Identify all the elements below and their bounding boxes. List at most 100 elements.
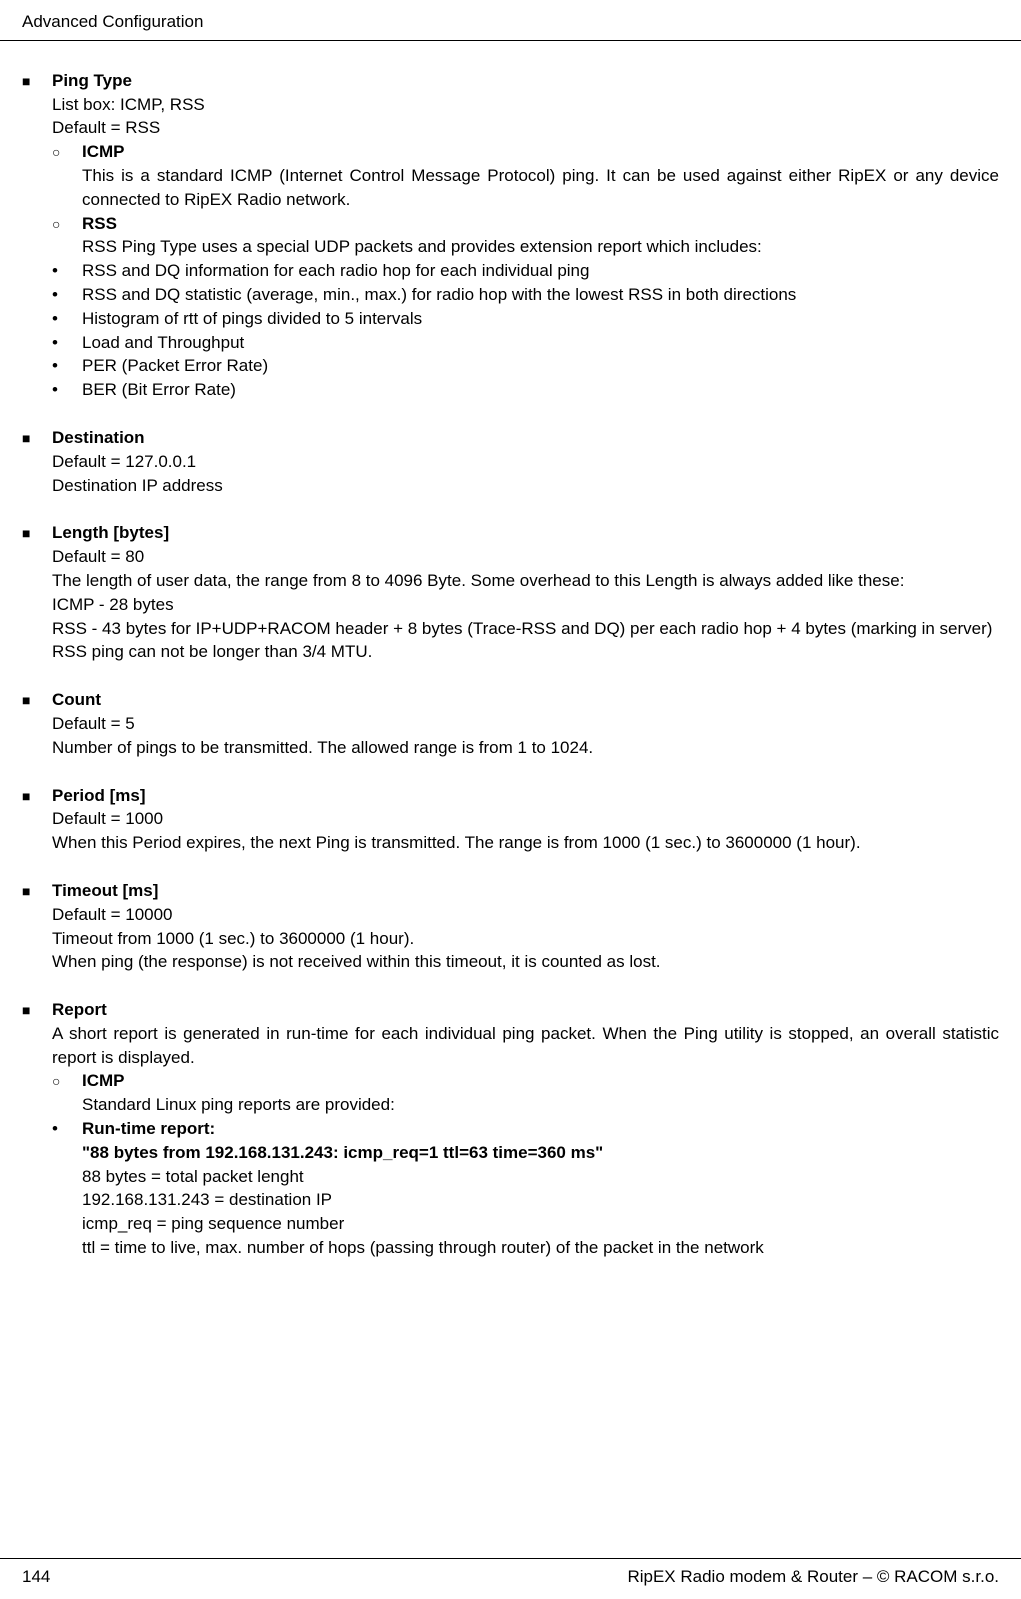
list-item-body: BER (Bit Error Rate) bbox=[82, 378, 999, 402]
section-text: Default = 10000 bbox=[52, 903, 999, 927]
list-item: •BER (Bit Error Rate) bbox=[52, 378, 999, 402]
dot-bullet-icon: • bbox=[52, 259, 82, 283]
section-title: Length [bytes] bbox=[52, 521, 999, 545]
section: ■Timeout [ms]Default = 10000Timeout from… bbox=[22, 879, 999, 974]
dot-bullet-icon: • bbox=[52, 378, 82, 402]
page-content: ■Ping TypeList box: ICMP, RSSDefault = R… bbox=[0, 41, 1021, 1260]
page-header: Advanced Configuration bbox=[0, 0, 1021, 41]
circle-bullet-icon: ○ bbox=[52, 215, 82, 235]
section-body: Timeout [ms]Default = 10000Timeout from … bbox=[52, 879, 999, 974]
section-row: ■Timeout [ms]Default = 10000Timeout from… bbox=[22, 879, 999, 974]
list-item-text: Histogram of rtt of pings divided to 5 i… bbox=[82, 307, 999, 331]
section-body: Period [ms]Default = 1000When this Perio… bbox=[52, 784, 999, 855]
section: ■Period [ms]Default = 1000When this Peri… bbox=[22, 784, 999, 855]
subsection: ○RSSRSS Ping Type uses a special UDP pac… bbox=[52, 212, 999, 260]
square-bullet-icon: ■ bbox=[22, 429, 52, 449]
section-row: ■Length [bytes]Default = 80The length of… bbox=[22, 521, 999, 664]
section-title: Destination bbox=[52, 426, 999, 450]
list-item-body: RSS and DQ statistic (average, min., max… bbox=[82, 283, 999, 307]
dot-bullet-icon: • bbox=[52, 1117, 82, 1141]
list-item-text: icmp_req = ping sequence number bbox=[82, 1212, 999, 1236]
section-body: Ping TypeList box: ICMP, RSSDefault = RS… bbox=[52, 69, 999, 402]
section-body: Length [bytes]Default = 80The length of … bbox=[52, 521, 999, 664]
list-item: •Run-time report:"88 bytes from 192.168.… bbox=[52, 1117, 999, 1260]
dot-bullet-icon: • bbox=[52, 354, 82, 378]
section: ■DestinationDefault = 127.0.0.1Destinati… bbox=[22, 426, 999, 497]
subsection-text: Standard Linux ping reports are provided… bbox=[82, 1093, 999, 1117]
list-item: •RSS and DQ statistic (average, min., ma… bbox=[52, 283, 999, 307]
list-item-text: RSS and DQ information for each radio ho… bbox=[82, 259, 999, 283]
page-footer: 144 RipEX Radio modem & Router – © RACOM… bbox=[0, 1558, 1021, 1589]
list-item-text: BER (Bit Error Rate) bbox=[82, 378, 999, 402]
section-row: ■ReportA short report is generated in ru… bbox=[22, 998, 999, 1260]
subsection-text: RSS Ping Type uses a special UDP packets… bbox=[82, 235, 999, 259]
section-text: ICMP - 28 bytes bbox=[52, 593, 999, 617]
section-row: ■CountDefault = 5Number of pings to be t… bbox=[22, 688, 999, 759]
section-row: ■Period [ms]Default = 1000When this Peri… bbox=[22, 784, 999, 855]
section-text: Default = 5 bbox=[52, 712, 999, 736]
list-item: •RSS and DQ information for each radio h… bbox=[52, 259, 999, 283]
list-item: •Histogram of rtt of pings divided to 5 … bbox=[52, 307, 999, 331]
section-text: List box: ICMP, RSS bbox=[52, 93, 999, 117]
dot-bullet-icon: • bbox=[52, 331, 82, 355]
section-text: Default = 80 bbox=[52, 545, 999, 569]
list-item-bold: "88 bytes from 192.168.131.243: icmp_req… bbox=[82, 1141, 999, 1165]
section-text: When ping (the response) is not received… bbox=[52, 950, 999, 974]
section-title: Ping Type bbox=[52, 69, 999, 93]
list-item-body: Run-time report:"88 bytes from 192.168.1… bbox=[82, 1117, 999, 1260]
list-item-title: Run-time report: bbox=[82, 1117, 999, 1141]
section-text: When this Period expires, the next Ping … bbox=[52, 831, 999, 855]
subsection-title: RSS bbox=[82, 212, 999, 236]
section: ■Ping TypeList box: ICMP, RSSDefault = R… bbox=[22, 69, 999, 402]
subsection: ○ICMPStandard Linux ping reports are pro… bbox=[52, 1069, 999, 1117]
section-body: ReportA short report is generated in run… bbox=[52, 998, 999, 1260]
section-text: RSS ping can not be longer than 3/4 MTU. bbox=[52, 640, 999, 664]
list-item-body: RSS and DQ information for each radio ho… bbox=[82, 259, 999, 283]
circle-bullet-icon: ○ bbox=[52, 143, 82, 163]
section-row: ■DestinationDefault = 127.0.0.1Destinati… bbox=[22, 426, 999, 497]
section-text: RSS - 43 bytes for IP+UDP+RACOM header +… bbox=[52, 617, 999, 641]
list-item-text: PER (Packet Error Rate) bbox=[82, 354, 999, 378]
subsection: ○ICMPThis is a standard ICMP (Internet C… bbox=[52, 140, 999, 211]
list-item-text: RSS and DQ statistic (average, min., max… bbox=[82, 283, 999, 307]
section-text: A short report is generated in run-time … bbox=[52, 1022, 999, 1070]
section-row: ■Ping TypeList box: ICMP, RSSDefault = R… bbox=[22, 69, 999, 402]
list-item-text: 88 bytes = total packet lenght bbox=[82, 1165, 999, 1189]
square-bullet-icon: ■ bbox=[22, 72, 52, 92]
dot-bullet-icon: • bbox=[52, 307, 82, 331]
list-item-body: PER (Packet Error Rate) bbox=[82, 354, 999, 378]
dot-bullet-icon: • bbox=[52, 283, 82, 307]
subsection-body: RSSRSS Ping Type uses a special UDP pack… bbox=[82, 212, 999, 260]
header-title: Advanced Configuration bbox=[22, 12, 203, 31]
subsection-body: ICMPThis is a standard ICMP (Internet Co… bbox=[82, 140, 999, 211]
section-body: DestinationDefault = 127.0.0.1Destinatio… bbox=[52, 426, 999, 497]
section: ■Length [bytes]Default = 80The length of… bbox=[22, 521, 999, 664]
circle-bullet-icon: ○ bbox=[52, 1072, 82, 1092]
section-title: Report bbox=[52, 998, 999, 1022]
subsection-body: ICMPStandard Linux ping reports are prov… bbox=[82, 1069, 999, 1117]
subsection-text: This is a standard ICMP (Internet Contro… bbox=[82, 164, 999, 212]
section-title: Count bbox=[52, 688, 999, 712]
list-item: •Load and Throughput bbox=[52, 331, 999, 355]
square-bullet-icon: ■ bbox=[22, 691, 52, 711]
section-text: Default = RSS bbox=[52, 116, 999, 140]
section-text: Number of pings to be transmitted. The a… bbox=[52, 736, 999, 760]
list-item-text: Load and Throughput bbox=[82, 331, 999, 355]
section-text: Destination IP address bbox=[52, 474, 999, 498]
list-item: •PER (Packet Error Rate) bbox=[52, 354, 999, 378]
footer-note: RipEX Radio modem & Router – © RACOM s.r… bbox=[627, 1565, 999, 1589]
list-item-text: 192.168.131.243 = destination IP bbox=[82, 1188, 999, 1212]
subsection-title: ICMP bbox=[82, 140, 999, 164]
section-text: The length of user data, the range from … bbox=[52, 569, 999, 593]
subsection-title: ICMP bbox=[82, 1069, 999, 1093]
square-bullet-icon: ■ bbox=[22, 882, 52, 902]
section: ■ReportA short report is generated in ru… bbox=[22, 998, 999, 1260]
section-text: Default = 1000 bbox=[52, 807, 999, 831]
section-title: Period [ms] bbox=[52, 784, 999, 808]
section: ■CountDefault = 5Number of pings to be t… bbox=[22, 688, 999, 759]
section-text: Default = 127.0.0.1 bbox=[52, 450, 999, 474]
square-bullet-icon: ■ bbox=[22, 787, 52, 807]
section-title: Timeout [ms] bbox=[52, 879, 999, 903]
list-item-body: Load and Throughput bbox=[82, 331, 999, 355]
section-body: CountDefault = 5Number of pings to be tr… bbox=[52, 688, 999, 759]
